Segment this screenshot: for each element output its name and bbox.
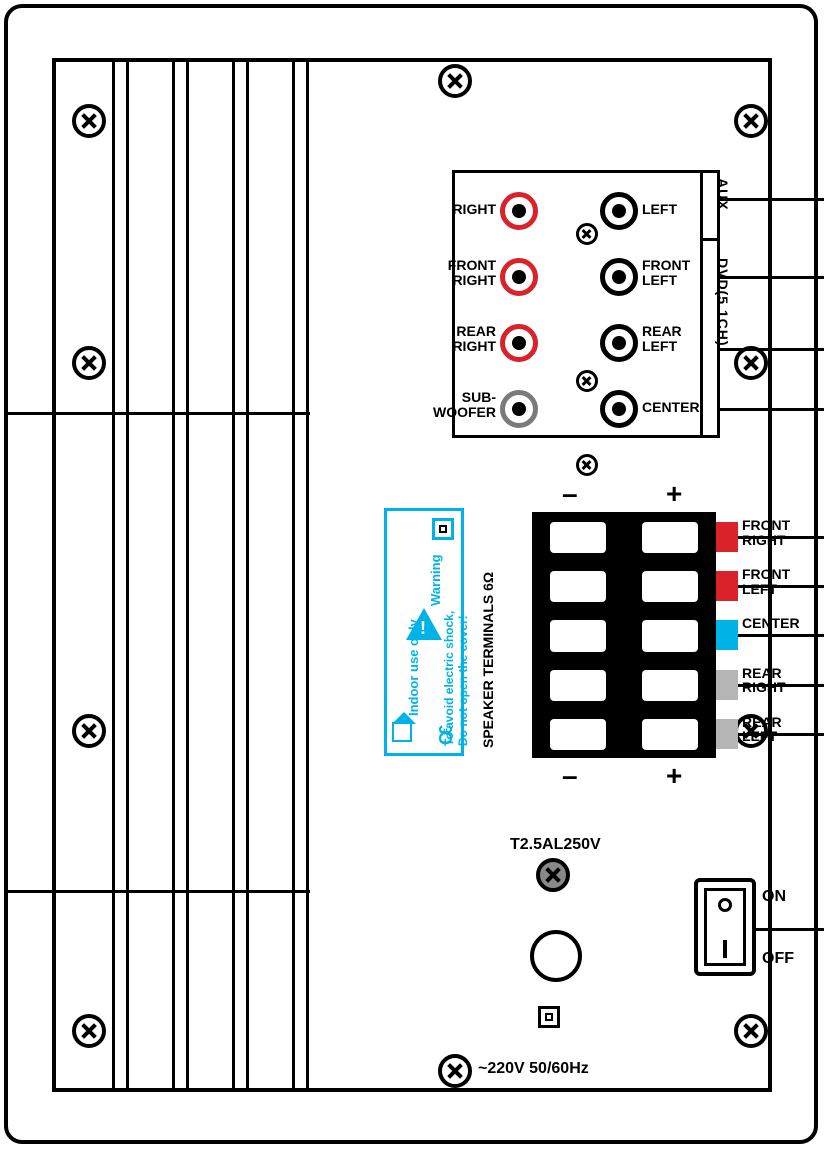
warning-text-2: Do not open the cover!: [456, 615, 470, 746]
screw-icon: [438, 1054, 472, 1088]
warning-title: Warning: [428, 554, 443, 606]
switch-on-label: ON: [762, 888, 786, 906]
screw-icon: [72, 104, 106, 138]
terminal-title: SPEAKER TERMINALS 6Ω: [480, 522, 496, 748]
screw-icon: [438, 64, 472, 98]
screw-icon: [72, 714, 106, 748]
fuse-holder: [536, 858, 570, 892]
aux-group-label: AUX: [715, 178, 731, 211]
rca-jack[interactable]: [500, 390, 538, 428]
class2-icon: [538, 1006, 560, 1028]
rca-jack[interactable]: [500, 324, 538, 362]
switch-on-icon: [718, 898, 732, 912]
screw-icon: [576, 454, 598, 476]
switch-off-icon: [723, 940, 727, 958]
warning-text-1: To avoid electric shock,: [442, 611, 456, 746]
screw-icon: [72, 346, 106, 380]
rca-jack[interactable]: [600, 192, 638, 230]
indoor-use-icon: [392, 722, 412, 742]
rca-jack[interactable]: [500, 258, 538, 296]
rca-jack[interactable]: [600, 390, 638, 428]
warning-indoor-text: Indoor use only: [406, 619, 421, 716]
power-cord-inlet: [530, 930, 582, 982]
rca-jack[interactable]: [600, 258, 638, 296]
rca-jack[interactable]: [600, 324, 638, 362]
rca-jack[interactable]: [500, 192, 538, 230]
dvd-group-label: DVD(5.1CH): [715, 258, 731, 347]
screw-icon: [734, 104, 768, 138]
class2-icon: [432, 518, 454, 540]
screw-icon: [734, 1014, 768, 1048]
power-switch[interactable]: [694, 878, 756, 976]
screw-icon: [72, 1014, 106, 1048]
power-rating-label: ~220V 50/60Hz: [478, 1060, 589, 1078]
fuse-rating-label: T2.5AL250V: [510, 836, 601, 854]
screw-icon: [734, 346, 768, 380]
switch-off-label: OFF: [762, 950, 794, 968]
